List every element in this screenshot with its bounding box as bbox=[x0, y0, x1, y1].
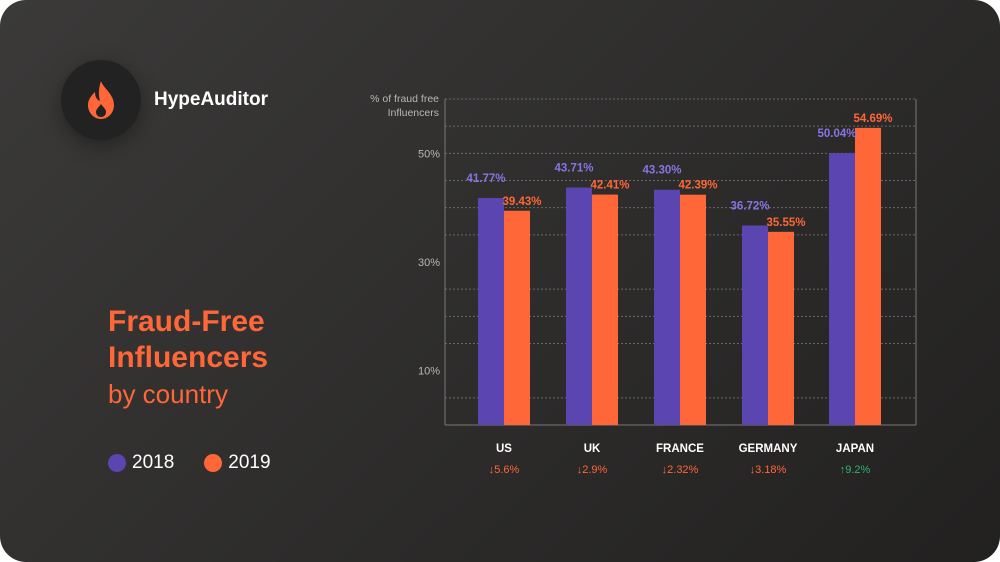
legend-label-2018: 2018 bbox=[132, 452, 175, 473]
data-label-2018: 50.04% bbox=[817, 128, 856, 140]
bar-2019 bbox=[855, 127, 881, 425]
bar-2018 bbox=[742, 225, 768, 425]
y-axis-label: Influencers bbox=[388, 107, 439, 119]
data-label-2018: 43.71% bbox=[554, 163, 593, 175]
chart-subtitle: by country bbox=[108, 379, 228, 409]
x-category-label: FRANCE bbox=[656, 443, 704, 455]
title-line-2: Influencers bbox=[108, 341, 269, 374]
flame-icon bbox=[88, 81, 114, 119]
y-tick-label: 30% bbox=[418, 257, 440, 269]
change-label: ↑9.2% bbox=[840, 464, 871, 476]
data-label-2018: 36.72% bbox=[730, 200, 769, 212]
y-axis-label: % of fraud free bbox=[370, 93, 439, 105]
brand-name: HypeAuditor bbox=[154, 89, 268, 110]
change-label: ↓2.32% bbox=[662, 464, 699, 476]
bar-2019 bbox=[504, 210, 530, 425]
brand-logo bbox=[61, 60, 141, 140]
data-label-2018: 43.30% bbox=[642, 165, 681, 177]
chart-title: Fraud-Free Influencers bbox=[108, 304, 268, 376]
data-label-2019: 54.69% bbox=[853, 113, 892, 125]
bar-2018 bbox=[829, 153, 855, 425]
legend-label-2019: 2019 bbox=[228, 452, 271, 473]
data-label-2019: 39.43% bbox=[502, 196, 541, 208]
x-category-label: JAPAN bbox=[836, 443, 874, 455]
legend-item-2019: 2019 bbox=[204, 452, 271, 474]
change-label: ↓2.9% bbox=[577, 464, 608, 476]
bar-2019 bbox=[768, 231, 794, 425]
data-label-2019: 42.41% bbox=[590, 180, 629, 192]
bar-2019 bbox=[592, 194, 618, 425]
legend-swatch-2019 bbox=[204, 454, 223, 472]
data-label-2019: 35.55% bbox=[766, 217, 805, 229]
chart-legend: 2018 2019 bbox=[108, 452, 301, 474]
bar-2018 bbox=[654, 189, 680, 425]
title-line-1: Fraud-Free bbox=[108, 305, 265, 338]
legend-item-2018: 2018 bbox=[108, 452, 174, 474]
x-category-label: US bbox=[496, 443, 512, 455]
legend-swatch-2018 bbox=[108, 454, 126, 472]
bar-2018 bbox=[566, 187, 592, 425]
data-label-2019: 42.39% bbox=[678, 180, 717, 192]
x-category-label: UK bbox=[584, 443, 601, 455]
x-category-label: GERMANY bbox=[739, 443, 798, 455]
change-label: ↓5.6% bbox=[489, 464, 520, 476]
y-tick-label: 50% bbox=[418, 148, 440, 160]
data-label-2018: 41.77% bbox=[466, 173, 505, 185]
change-label: ↓3.18% bbox=[750, 464, 787, 476]
bar-2018 bbox=[478, 198, 504, 425]
bar-2019 bbox=[680, 194, 706, 425]
y-tick-label: 10% bbox=[418, 366, 440, 378]
